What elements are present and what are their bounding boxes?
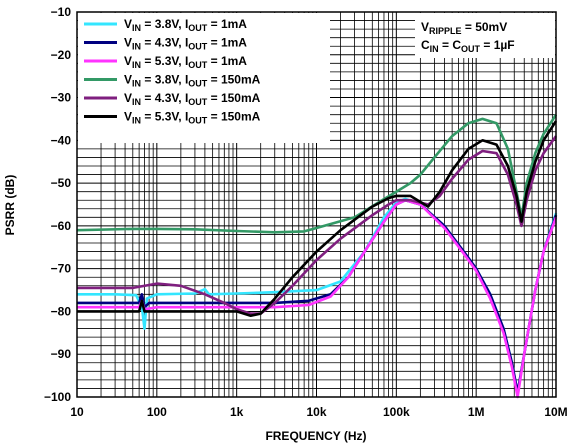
- x-tick-label: 10k: [306, 405, 326, 419]
- conditions-box: VRIPPLE = 50mV CIN = COUT = 1µF: [415, 13, 555, 58]
- y-tick-label: −30: [51, 91, 72, 105]
- legend: VIN = 3.8V, IOUT = 1mA VIN = 4.3V, IOUT =…: [78, 13, 330, 143]
- y-tick-label: −70: [51, 262, 72, 276]
- series-line-6: [77, 120, 558, 317]
- condition-caps: CIN = COUT = 1µF: [421, 38, 515, 54]
- y-tick-label: −60: [51, 219, 72, 233]
- plot-frame: [76, 11, 557, 398]
- condition-ripple: VRIPPLE = 50mV: [421, 20, 507, 36]
- x-tick-labels: 10 100 1k 10k 100k 1M 10M: [70, 405, 567, 419]
- x-tick-label: 1k: [230, 405, 244, 419]
- x-tick-label: 10M: [544, 405, 567, 419]
- legend-label-5: VIN = 4.3V, IOUT = 150mA: [124, 91, 261, 107]
- y-tick-label: −40: [51, 133, 72, 147]
- y-tick-label: −80: [51, 304, 72, 318]
- y-axis-label: PSRR (dB): [3, 175, 17, 236]
- series-group: [76, 113, 558, 399]
- x-tick-label: 100k: [383, 405, 410, 419]
- x-tick-label: 100: [147, 405, 167, 419]
- y-tick-label: −10: [51, 5, 72, 19]
- y-tick-label: −20: [51, 48, 72, 62]
- legend-label-3: VIN = 5.3V, IOUT = 1mA: [124, 54, 247, 70]
- legend-label-2: VIN = 4.3V, IOUT = 1mA: [124, 36, 247, 52]
- series-line-3: [77, 198, 558, 399]
- y-tick-labels: −10 −20 −30 −40 −50 −60 −70 −80 −90 −100: [44, 5, 71, 404]
- legend-label-1: VIN = 3.8V, IOUT = 1mA: [124, 17, 247, 33]
- x-axis-label: FREQUENCY (Hz): [265, 429, 366, 443]
- legend-label-4: VIN = 3.8V, IOUT = 150mA: [124, 73, 261, 89]
- x-tick-label: 10: [70, 405, 84, 419]
- legend-background: [78, 13, 330, 143]
- y-tick-label: −50: [51, 176, 72, 190]
- y-tick-label: −100: [44, 390, 71, 404]
- conditions-background: [415, 13, 555, 58]
- y-tick-label: −90: [51, 347, 72, 361]
- x-tick-label: 1M: [468, 405, 485, 419]
- plot-border: [76, 11, 557, 398]
- legend-label-6: VIN = 5.3V, IOUT = 150mA: [124, 110, 261, 126]
- series-line-5: [77, 135, 558, 315]
